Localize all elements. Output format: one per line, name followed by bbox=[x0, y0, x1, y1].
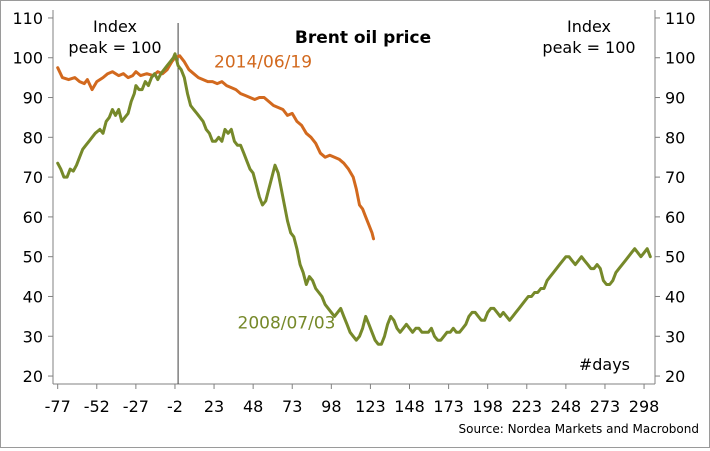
y-tick-label-right: 30 bbox=[665, 327, 685, 346]
y-tick-label-left: 70 bbox=[23, 168, 43, 187]
x-tick-label: 273 bbox=[590, 397, 621, 416]
series-line-2014 bbox=[58, 56, 374, 239]
y-tick-label-left: 40 bbox=[23, 287, 43, 306]
x-tick-label: 148 bbox=[394, 397, 425, 416]
left-axis-unit-line1: Index bbox=[93, 17, 137, 36]
y-tick-label-left: 110 bbox=[12, 9, 43, 28]
y-tick-label-left: 60 bbox=[23, 208, 43, 227]
left-axis-unit-line2: peak = 100 bbox=[68, 38, 161, 57]
x-tick-label: -2 bbox=[167, 397, 183, 416]
x-tick-label: 248 bbox=[551, 397, 582, 416]
x-tick-label: -77 bbox=[45, 397, 71, 416]
x-tick-label: -27 bbox=[123, 397, 149, 416]
y-tick-label-left: 100 bbox=[12, 49, 43, 68]
y-tick-label-left: 20 bbox=[23, 367, 43, 386]
x-tick-label: 73 bbox=[282, 397, 302, 416]
y-tick-label-left: 50 bbox=[23, 248, 43, 267]
y-tick-label-left: 80 bbox=[23, 128, 43, 147]
y-tick-label-right: 50 bbox=[665, 248, 685, 267]
chart-frame: 20 20 30 30 40 40 50 50 60 60 70 70 80 80 90 90 100 100 11… bbox=[0, 0, 710, 448]
y-tick-label-right: 100 bbox=[665, 49, 696, 68]
x-tick-label: 298 bbox=[629, 397, 660, 416]
chart-title: Brent oil price bbox=[295, 28, 431, 48]
y-tick-label-right: 20 bbox=[665, 367, 685, 386]
y-tick-label-right: 60 bbox=[665, 208, 685, 227]
x-tick-label: 198 bbox=[472, 397, 503, 416]
series-label-2008: 2008/07/03 bbox=[238, 313, 336, 333]
y-tick-label-right: 90 bbox=[665, 89, 685, 108]
brent-oil-chart: 20 20 30 30 40 40 50 50 60 60 70 70 80 80 90 90 100 100 11… bbox=[1, 1, 709, 447]
x-tick-label: 23 bbox=[204, 397, 224, 416]
y-tick-label-right: 40 bbox=[665, 287, 685, 306]
x-tick-label: 223 bbox=[512, 397, 543, 416]
x-tick-label: 48 bbox=[243, 397, 263, 416]
right-axis-unit-line2: peak = 100 bbox=[542, 38, 635, 57]
right-axis-unit-line1: Index bbox=[567, 17, 611, 36]
y-tick-label-right: 110 bbox=[665, 9, 696, 28]
x-axis-label: #days bbox=[579, 355, 630, 374]
source-note: Source: Nordea Markets and Macrobond bbox=[459, 422, 700, 436]
y-tick-label-left: 30 bbox=[23, 327, 43, 346]
x-tick-label: -52 bbox=[84, 397, 110, 416]
x-tick-label: 98 bbox=[321, 397, 341, 416]
x-tick-label: 173 bbox=[433, 397, 464, 416]
y-tick-label-right: 70 bbox=[665, 168, 685, 187]
y-tick-label-right: 80 bbox=[665, 128, 685, 147]
x-tick-label: 123 bbox=[355, 397, 386, 416]
series-lines bbox=[58, 54, 651, 344]
y-tick-label-left: 90 bbox=[23, 89, 43, 108]
series-label-2014: 2014/06/19 bbox=[214, 53, 312, 73]
series-line-2008 bbox=[58, 54, 651, 344]
